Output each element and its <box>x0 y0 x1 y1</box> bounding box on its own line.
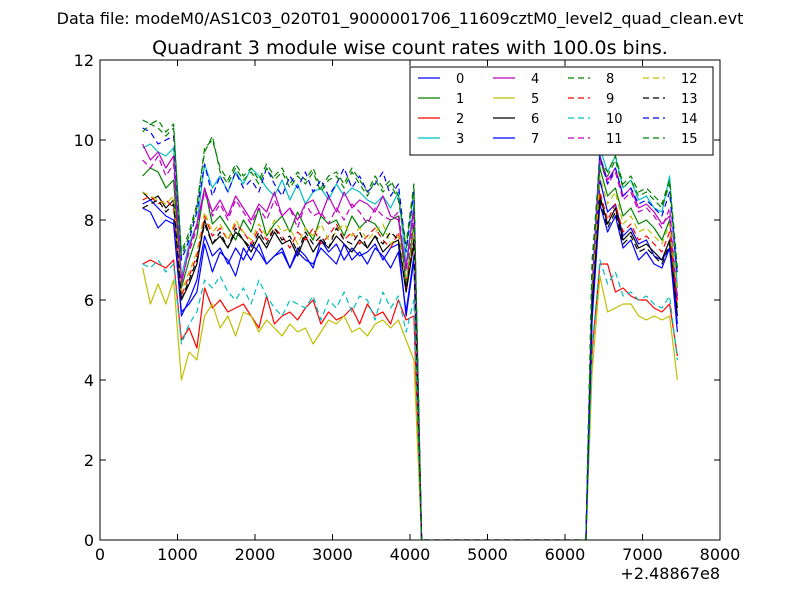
series-line-13-part-a <box>142 199 423 540</box>
series-line-2-part-a <box>142 259 423 540</box>
series-line-6-part-b <box>585 195 678 540</box>
series-line-5-part-b <box>585 275 678 540</box>
legend-label-12: 12 <box>681 72 698 87</box>
series-line-7-part-b <box>585 203 678 540</box>
series-line-10-part-a <box>142 259 423 540</box>
axis-ticks: 0 1000 2000 3000 4000 5000 6000 7000 80000246810… <box>74 51 741 564</box>
series-line-10-part-b <box>585 259 678 540</box>
series-line-4-part-a <box>142 143 423 540</box>
x-offset-label: +2.48867e8 <box>620 564 720 583</box>
series-group <box>142 119 678 540</box>
series-line-5-part-a <box>142 267 423 540</box>
y-tick-label: 6 <box>84 291 94 310</box>
series-line-13-part-b <box>585 199 678 540</box>
series-line-7-part-a <box>142 199 423 540</box>
legend-label-13: 13 <box>681 92 698 107</box>
legend-label-7: 7 <box>531 132 539 147</box>
series-line-9-part-a <box>142 195 423 540</box>
x-tick-label: 5000 <box>467 545 508 564</box>
legend-label-14: 14 <box>681 112 698 127</box>
legend-box <box>409 66 714 156</box>
x-tick-label: 0 <box>95 545 105 564</box>
x-tick-label: 3000 <box>312 545 353 564</box>
x-tick-label: 6000 <box>545 545 586 564</box>
y-tick-label: 0 <box>84 531 94 550</box>
x-tick-label: 7000 <box>622 545 663 564</box>
legend-label-2: 2 <box>456 112 464 127</box>
legend-label-1: 1 <box>456 92 464 107</box>
y-tick-label: 4 <box>84 371 94 390</box>
series-line-9-part-b <box>585 191 678 540</box>
legend-label-4: 4 <box>531 72 539 87</box>
series-line-2-part-b <box>585 263 678 540</box>
series-line-15-part-a <box>142 123 423 540</box>
legend-label-11: 11 <box>606 132 623 147</box>
x-tick-label: 4000 <box>390 545 431 564</box>
legend-label-15: 15 <box>681 132 698 147</box>
y-tick-label: 12 <box>74 51 94 70</box>
x-tick-label: 2000 <box>235 545 276 564</box>
series-line-12-part-b <box>585 175 678 540</box>
chart-title: Quadrant 3 module wise count rates with … <box>152 37 668 59</box>
series-line-8-part-a <box>142 119 423 540</box>
series-line-0-part-a <box>142 207 423 540</box>
y-tick-label: 10 <box>74 131 94 150</box>
legend-label-6: 6 <box>531 112 539 127</box>
x-tick-label: 1000 <box>157 545 198 564</box>
legend-label-10: 10 <box>606 112 623 127</box>
x-tick-label: 8000 <box>700 545 741 564</box>
series-line-1-part-a <box>142 167 423 540</box>
series-line-14-part-a <box>142 127 423 540</box>
y-tick-label: 2 <box>84 451 94 470</box>
data-file-line: Data file: modeM0/AS1C03_020T01_90000017… <box>57 9 744 29</box>
legend-label-3: 3 <box>456 132 464 147</box>
legend-label-5: 5 <box>531 92 539 107</box>
legend-label-8: 8 <box>606 72 614 87</box>
series-line-11-part-a <box>142 155 423 540</box>
legend-label-9: 9 <box>606 92 614 107</box>
y-tick-label: 8 <box>84 211 94 230</box>
legend-label-0: 0 <box>456 72 464 87</box>
series-line-3-part-a <box>142 143 423 540</box>
series-line-12-part-a <box>142 191 423 540</box>
series-line-14-part-b <box>585 155 678 540</box>
